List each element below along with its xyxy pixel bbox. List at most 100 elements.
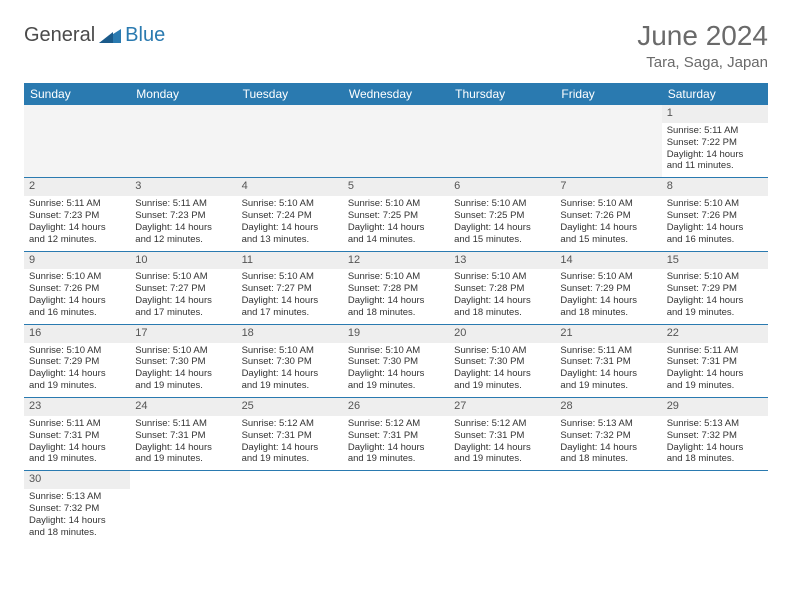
day-cell: 6 Sunrise: 5:10 AMSunset: 7:25 PMDaylight… xyxy=(449,178,555,251)
day-info: Sunrise: 5:10 AMSunset: 7:29 PMDaylight:… xyxy=(560,271,656,319)
day-cell: 22 Sunrise: 5:11 AMSunset: 7:31 PMDayligh… xyxy=(662,324,768,397)
month-title: June 2024 xyxy=(637,20,768,52)
calendar-table: SundayMondayTuesdayWednesdayThursdayFrid… xyxy=(24,83,768,544)
logo: General Blue xyxy=(24,24,165,47)
day-number: 21 xyxy=(555,325,661,343)
empty-cell xyxy=(555,471,661,544)
logo-word1: General xyxy=(24,24,95,47)
day-info: Sunrise: 5:10 AMSunset: 7:29 PMDaylight:… xyxy=(29,345,125,393)
calendar-header-row: SundayMondayTuesdayWednesdayThursdayFrid… xyxy=(24,83,768,105)
day-number: 8 xyxy=(662,178,768,196)
day-number: 10 xyxy=(130,252,236,270)
day-number: 15 xyxy=(662,252,768,270)
day-number: 28 xyxy=(555,398,661,416)
day-cell: 3 Sunrise: 5:11 AMSunset: 7:23 PMDaylight… xyxy=(130,178,236,251)
day-number: 23 xyxy=(24,398,130,416)
day-info: Sunrise: 5:10 AMSunset: 7:30 PMDaylight:… xyxy=(348,345,444,393)
day-info: Sunrise: 5:12 AMSunset: 7:31 PMDaylight:… xyxy=(454,418,550,466)
day-cell: 4 Sunrise: 5:10 AMSunset: 7:24 PMDaylight… xyxy=(237,178,343,251)
day-number: 18 xyxy=(237,325,343,343)
day-cell: 12Sunrise: 5:10 AMSunset: 7:28 PMDayligh… xyxy=(343,251,449,324)
day-number: 1 xyxy=(662,105,768,123)
weekday-header: Saturday xyxy=(662,83,768,105)
day-number: 4 xyxy=(237,178,343,196)
day-cell: 27 Sunrise: 5:12 AMSunset: 7:31 PMDayligh… xyxy=(449,398,555,471)
day-info: Sunrise: 5:11 AMSunset: 7:23 PMDaylight:… xyxy=(135,198,231,246)
weekday-header: Friday xyxy=(555,83,661,105)
day-info: Sunrise: 5:10 AMSunset: 7:26 PMDaylight:… xyxy=(667,198,763,246)
blank-cell xyxy=(130,105,236,178)
day-cell: 24 Sunrise: 5:11 AMSunset: 7:31 PMDayligh… xyxy=(130,398,236,471)
day-number: 11 xyxy=(237,252,343,270)
weekday-header: Sunday xyxy=(24,83,130,105)
title-block: June 2024 Tara, Saga, Japan xyxy=(637,20,768,71)
day-number: 24 xyxy=(130,398,236,416)
day-info: Sunrise: 5:12 AMSunset: 7:31 PMDaylight:… xyxy=(242,418,338,466)
day-number: 13 xyxy=(449,252,555,270)
day-number: 5 xyxy=(343,178,449,196)
day-cell: 19 Sunrise: 5:10 AMSunset: 7:30 PMDayligh… xyxy=(343,324,449,397)
day-number: 6 xyxy=(449,178,555,196)
day-number: 2 xyxy=(24,178,130,196)
day-cell: 21 Sunrise: 5:11 AMSunset: 7:31 PMDayligh… xyxy=(555,324,661,397)
day-info: Sunrise: 5:10 AMSunset: 7:30 PMDaylight:… xyxy=(135,345,231,393)
empty-cell xyxy=(343,471,449,544)
empty-cell xyxy=(130,471,236,544)
day-info: Sunrise: 5:10 AMSunset: 7:30 PMDaylight:… xyxy=(242,345,338,393)
empty-cell xyxy=(237,471,343,544)
day-info: Sunrise: 5:10 AMSunset: 7:25 PMDaylight:… xyxy=(348,198,444,246)
day-number: 19 xyxy=(343,325,449,343)
day-cell: 30 Sunrise: 5:13 AMSunset: 7:32 PMDayligh… xyxy=(24,471,130,544)
day-cell: 5 Sunrise: 5:10 AMSunset: 7:25 PMDaylight… xyxy=(343,178,449,251)
day-number: 26 xyxy=(343,398,449,416)
logo-sail-icon xyxy=(99,29,121,43)
day-info: Sunrise: 5:13 AMSunset: 7:32 PMDaylight:… xyxy=(667,418,763,466)
blank-cell xyxy=(555,105,661,178)
blank-cell xyxy=(343,105,449,178)
day-cell: 25Sunrise: 5:12 AMSunset: 7:31 PMDayligh… xyxy=(237,398,343,471)
day-info: Sunrise: 5:11 AMSunset: 7:22 PMDaylight:… xyxy=(667,125,763,173)
day-info: Sunrise: 5:10 AMSunset: 7:26 PMDaylight:… xyxy=(560,198,656,246)
day-cell: 17Sunrise: 5:10 AMSunset: 7:30 PMDayligh… xyxy=(130,324,236,397)
day-number: 22 xyxy=(662,325,768,343)
day-cell: 20 Sunrise: 5:10 AMSunset: 7:30 PMDayligh… xyxy=(449,324,555,397)
empty-cell xyxy=(662,471,768,544)
day-info: Sunrise: 5:11 AMSunset: 7:31 PMDaylight:… xyxy=(560,345,656,393)
day-number: 27 xyxy=(449,398,555,416)
day-info: Sunrise: 5:10 AMSunset: 7:26 PMDaylight:… xyxy=(29,271,125,319)
day-number: 9 xyxy=(24,252,130,270)
empty-cell xyxy=(449,471,555,544)
day-info: Sunrise: 5:10 AMSunset: 7:30 PMDaylight:… xyxy=(454,345,550,393)
day-cell: 15Sunrise: 5:10 AMSunset: 7:29 PMDayligh… xyxy=(662,251,768,324)
day-number: 3 xyxy=(130,178,236,196)
day-cell: 23 Sunrise: 5:11 AMSunset: 7:31 PMDayligh… xyxy=(24,398,130,471)
day-number: 7 xyxy=(555,178,661,196)
day-info: Sunrise: 5:11 AMSunset: 7:31 PMDaylight:… xyxy=(29,418,125,466)
day-cell: 1 Sunrise: 5:11 AMSunset: 7:22 PMDaylight… xyxy=(662,105,768,178)
day-info: Sunrise: 5:10 AMSunset: 7:25 PMDaylight:… xyxy=(454,198,550,246)
location: Tara, Saga, Japan xyxy=(637,54,768,71)
day-cell: 16 Sunrise: 5:10 AMSunset: 7:29 PMDayligh… xyxy=(24,324,130,397)
day-info: Sunrise: 5:11 AMSunset: 7:31 PMDaylight:… xyxy=(135,418,231,466)
day-info: Sunrise: 5:10 AMSunset: 7:27 PMDaylight:… xyxy=(242,271,338,319)
day-number: 30 xyxy=(24,471,130,489)
weekday-header: Tuesday xyxy=(237,83,343,105)
day-info: Sunrise: 5:10 AMSunset: 7:28 PMDaylight:… xyxy=(348,271,444,319)
blank-cell xyxy=(449,105,555,178)
day-info: Sunrise: 5:13 AMSunset: 7:32 PMDaylight:… xyxy=(29,491,125,539)
logo-word2: Blue xyxy=(125,24,165,47)
day-cell: 11Sunrise: 5:10 AMSunset: 7:27 PMDayligh… xyxy=(237,251,343,324)
day-info: Sunrise: 5:13 AMSunset: 7:32 PMDaylight:… xyxy=(560,418,656,466)
day-info: Sunrise: 5:10 AMSunset: 7:24 PMDaylight:… xyxy=(242,198,338,246)
day-number: 20 xyxy=(449,325,555,343)
day-cell: 14Sunrise: 5:10 AMSunset: 7:29 PMDayligh… xyxy=(555,251,661,324)
day-info: Sunrise: 5:11 AMSunset: 7:31 PMDaylight:… xyxy=(667,345,763,393)
day-number: 16 xyxy=(24,325,130,343)
day-cell: 10Sunrise: 5:10 AMSunset: 7:27 PMDayligh… xyxy=(130,251,236,324)
day-info: Sunrise: 5:10 AMSunset: 7:28 PMDaylight:… xyxy=(454,271,550,319)
day-cell: 8 Sunrise: 5:10 AMSunset: 7:26 PMDaylight… xyxy=(662,178,768,251)
day-info: Sunrise: 5:12 AMSunset: 7:31 PMDaylight:… xyxy=(348,418,444,466)
weekday-header: Wednesday xyxy=(343,83,449,105)
blank-cell xyxy=(24,105,130,178)
day-info: Sunrise: 5:10 AMSunset: 7:27 PMDaylight:… xyxy=(135,271,231,319)
